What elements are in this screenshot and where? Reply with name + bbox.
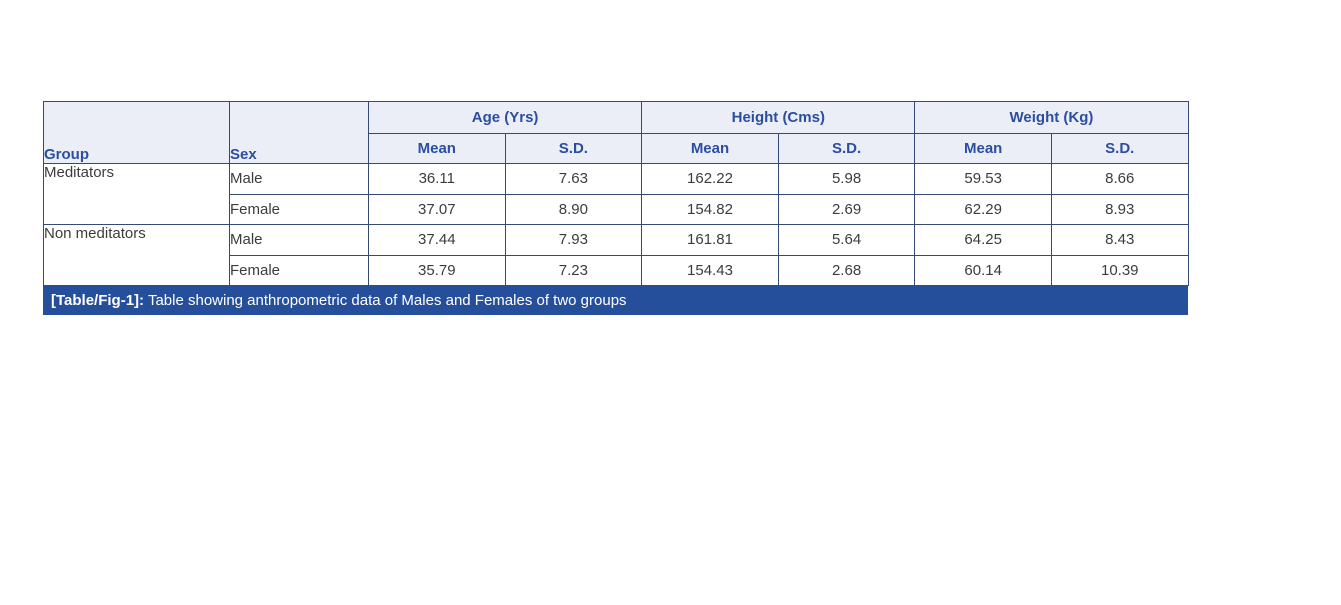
header-row-sub: Mean S.D. Mean S.D. Mean S.D. xyxy=(44,133,1189,164)
weight-sd-value: 10.39 xyxy=(1050,254,1189,286)
sex-cell: Female xyxy=(229,193,369,225)
age-sd-value: 7.23 xyxy=(504,254,643,286)
height-sd-value: 2.69 xyxy=(777,193,916,225)
weight-sd-value: 8.43 xyxy=(1050,224,1189,256)
anthropometric-table: Group Sex Age (Yrs) Height (Cms) Weight … xyxy=(43,101,1189,286)
sex-cell: Male xyxy=(229,163,369,195)
height-sd-value: 5.98 xyxy=(777,163,916,195)
group-cell-non-meditators: Non meditators xyxy=(43,224,230,286)
height-mean-value: 162.22 xyxy=(641,163,779,195)
age-sd-value: 7.93 xyxy=(504,224,643,256)
caption-text: Table showing anthropometric data of Mal… xyxy=(144,291,627,309)
table-caption-bar: [Table/Fig-1]: Table showing anthropomet… xyxy=(43,285,1188,315)
weight-sd-value: 8.66 xyxy=(1050,163,1189,195)
column-header-age: Age (Yrs) xyxy=(367,101,643,134)
sex-cell: Female xyxy=(229,254,369,286)
table-body: Meditators Male 36.11 7.63 162.22 5.98 5… xyxy=(43,163,1189,286)
age-mean-value: 36.11 xyxy=(368,163,506,195)
height-mean-value: 154.43 xyxy=(641,254,779,286)
height-mean-value: 154.82 xyxy=(641,193,779,225)
sex-cell: Male xyxy=(229,224,369,256)
height-sd-value: 2.68 xyxy=(777,254,916,286)
table-header: Group Sex Age (Yrs) Height (Cms) Weight … xyxy=(43,101,1189,164)
group-cell-meditators: Meditators xyxy=(43,163,230,225)
subheader-weight-mean: Mean xyxy=(914,133,1052,164)
table-row: Meditators Male 36.11 7.63 162.22 5.98 5… xyxy=(43,163,1189,225)
age-sd-value: 7.63 xyxy=(504,163,643,195)
table-row: Non meditators Male 37.44 7.93 161.81 5.… xyxy=(43,224,1189,286)
height-sd-value: 5.64 xyxy=(777,224,916,256)
subheader-age-sd: S.D. xyxy=(504,133,643,164)
caption-label: [Table/Fig-1]: xyxy=(51,291,145,309)
weight-mean-value: 62.29 xyxy=(914,193,1052,225)
weight-sd-value: 8.93 xyxy=(1050,193,1189,225)
subheader-height-sd: S.D. xyxy=(777,133,916,164)
subheader-weight-sd: S.D. xyxy=(1050,133,1189,164)
age-sd-value: 8.90 xyxy=(504,193,643,225)
age-mean-value: 37.44 xyxy=(368,224,506,256)
subheader-age-mean: Mean xyxy=(368,133,506,164)
subheader-height-mean: Mean xyxy=(641,133,779,164)
table-row: Female 37.07 8.90 154.82 2.69 62.29 8.93 xyxy=(44,193,1189,225)
header-row-span: Group Sex Age (Yrs) Height (Cms) Weight … xyxy=(43,101,1189,164)
column-header-group: Group xyxy=(43,101,230,164)
age-mean-value: 35.79 xyxy=(368,254,506,286)
age-mean-value: 37.07 xyxy=(368,193,506,225)
weight-mean-value: 64.25 xyxy=(914,224,1052,256)
anthropometric-table-container: Group Sex Age (Yrs) Height (Cms) Weight … xyxy=(43,101,1189,315)
height-mean-value: 161.81 xyxy=(641,224,779,256)
table-row: Female 35.79 7.23 154.43 2.68 60.14 10.3… xyxy=(44,254,1189,286)
column-header-weight: Weight (Kg) xyxy=(914,101,1189,134)
weight-mean-value: 60.14 xyxy=(914,254,1052,286)
column-header-sex: Sex xyxy=(229,101,369,164)
weight-mean-value: 59.53 xyxy=(914,163,1052,195)
column-header-height: Height (Cms) xyxy=(641,101,916,134)
